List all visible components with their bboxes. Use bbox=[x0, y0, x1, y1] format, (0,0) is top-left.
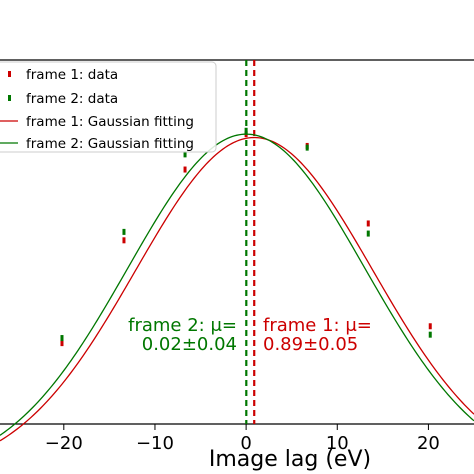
data-point-series1-2 bbox=[122, 237, 126, 244]
legend-label-2: frame 2: data bbox=[26, 91, 118, 107]
x-axis: −20 −10 0 10 20 bbox=[45, 424, 440, 454]
legend-box bbox=[0, 61, 217, 153]
legend-marker-1 bbox=[8, 71, 11, 77]
data-point-series2-7 bbox=[428, 331, 432, 338]
x-tick-label-2: −10 bbox=[136, 433, 174, 454]
data-point-series1-1 bbox=[60, 340, 64, 347]
data-point-series2-6 bbox=[366, 230, 370, 237]
legend-label-4: frame 2: Gaussian fitting bbox=[26, 136, 194, 152]
data-point-series2-2 bbox=[122, 228, 126, 235]
annotation-frame1-value: 0.89±0.05 bbox=[263, 334, 358, 355]
data-point-series2-1 bbox=[60, 335, 64, 342]
annotation-frame2-value: 0.02±0.04 bbox=[142, 334, 237, 355]
x-tick-label-4: 10 bbox=[326, 433, 349, 454]
legend-label-1: frame 1: data bbox=[26, 67, 118, 83]
x-tick-label-1: −20 bbox=[45, 433, 83, 454]
annotation-frame2-line1: frame 2: μ= bbox=[128, 315, 237, 336]
x-tick-label-3: 0 bbox=[240, 433, 251, 454]
data-point-series1-7 bbox=[428, 323, 432, 330]
mu-annotations: frame 2: μ=0.02±0.04 frame 1: μ=0.89±0.05 bbox=[128, 315, 372, 355]
legend-marker-2 bbox=[8, 95, 11, 101]
data-point-series2-5 bbox=[305, 144, 309, 151]
data-point-series2-4 bbox=[244, 127, 248, 134]
data-point-series2-3 bbox=[183, 151, 187, 158]
data-point-series1-6 bbox=[366, 220, 370, 227]
x-tick-label-5: 20 bbox=[417, 433, 440, 454]
gaussian-curve-4 bbox=[0, 133, 474, 436]
annotation-frame1-line1: frame 1: μ= bbox=[263, 315, 372, 336]
plot-area bbox=[0, 59, 474, 442]
data-point-series1-3 bbox=[183, 166, 187, 173]
gaussian-curve-3 bbox=[0, 136, 474, 442]
legend: frame 1: data frame 2: data frame 1: Gauss… bbox=[0, 61, 217, 153]
x-axis-title: Image lag (eV) bbox=[209, 447, 371, 472]
legend-label-3: frame 1: Gaussian fitting bbox=[26, 114, 194, 130]
